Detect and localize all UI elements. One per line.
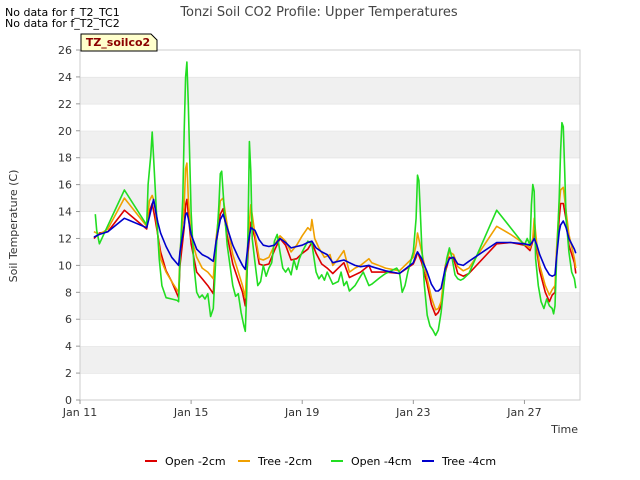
grid-band <box>80 76 580 104</box>
grid-band <box>80 211 580 239</box>
grid-band <box>80 50 580 77</box>
grid-band <box>80 157 580 185</box>
no-data-note-2: No data for f_T2_TC2 <box>5 17 120 30</box>
y-tick-label: 14 <box>58 206 72 219</box>
x-tick-label: Jan 11 <box>62 406 97 419</box>
grid-band <box>80 373 580 400</box>
series-line-tree-4cm <box>93 198 577 292</box>
x-axis-ticks: Jan 11 Jan 15 Jan 19 Jan 23 Jan 27 <box>62 400 542 419</box>
y-tick-label: 8 <box>65 286 72 299</box>
y-tick-label: 24 <box>58 71 72 84</box>
legend: Open -2cm Tree -2cm Open -4cm Tree -4cm <box>145 455 496 468</box>
series-line-open-4cm <box>94 61 577 337</box>
legend-label: Tree -4cm <box>441 455 496 468</box>
grid-band <box>80 103 580 131</box>
y-tick-label: 10 <box>58 259 72 272</box>
x-axis-label: Time <box>550 423 578 436</box>
x-tick-label: Jan 19 <box>284 406 319 419</box>
y-tick-label: 22 <box>58 98 72 111</box>
tag-label: TZ_soilco2 <box>86 36 150 49</box>
y-tick-label: 12 <box>58 232 72 245</box>
legend-label: Open -4cm <box>351 455 412 468</box>
legend-label: Tree -2cm <box>257 455 312 468</box>
y-tick-label: 6 <box>65 313 72 326</box>
y-tick-label: 18 <box>58 152 72 165</box>
grid-band <box>80 346 580 374</box>
y-tick-label: 4 <box>65 340 72 353</box>
tag-box-shape <box>80 33 158 52</box>
y-tick-label: 2 <box>65 367 72 380</box>
series-lines <box>93 61 577 337</box>
y-tick-label: 0 <box>65 394 72 407</box>
y-tick-label: 26 <box>58 44 72 57</box>
plot-frame <box>79 49 581 401</box>
grid-band <box>80 292 580 320</box>
plot-background-bands <box>80 49 580 400</box>
grid-band <box>80 319 580 347</box>
y-axis-label: Soil Temperature (C) <box>7 170 20 283</box>
tag-box: TZ_soilco2 <box>80 33 158 52</box>
x-tick-label: Jan 27 <box>506 406 541 419</box>
y-tick-label: 16 <box>58 179 72 192</box>
no-data-note-1: No data for f_T2_TC1 <box>5 6 120 19</box>
chart-title: Tonzi Soil CO2 Profile: Upper Temperatur… <box>179 5 458 20</box>
legend-label: Open -2cm <box>165 455 226 468</box>
x-tick-label: Jan 15 <box>173 406 208 419</box>
grid-band <box>80 130 580 158</box>
y-tick-label: 20 <box>58 125 72 138</box>
x-tick-label: Jan 23 <box>395 406 430 419</box>
grid-band <box>80 184 580 212</box>
